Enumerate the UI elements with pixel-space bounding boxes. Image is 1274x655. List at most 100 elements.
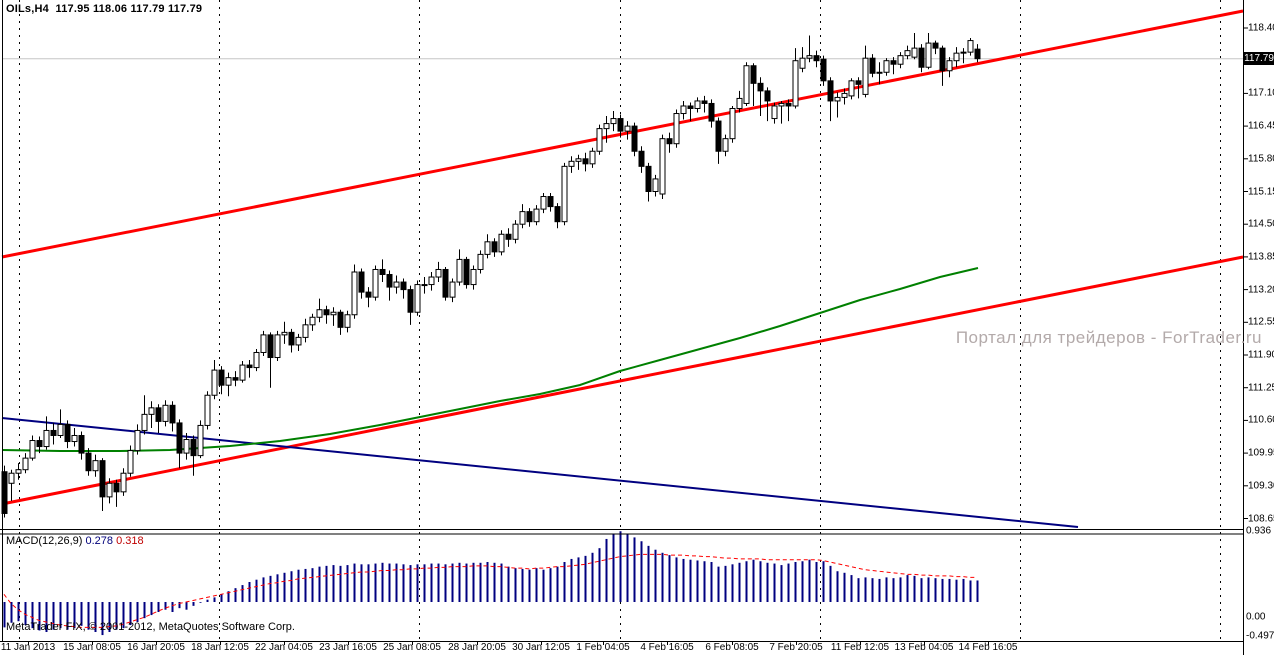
bull-candle-body xyxy=(330,311,337,316)
bull-candle-body xyxy=(127,450,134,474)
bull-candle-body xyxy=(729,107,736,140)
price-axis[interactable]: 118.40117.75117.10116.45115.80115.15114.… xyxy=(1244,0,1274,655)
time-label: 4 Feb 16:05 xyxy=(640,642,694,653)
bear-candle-body xyxy=(218,369,225,386)
bear-candle-body xyxy=(176,422,183,454)
macd-value-signal: 0.318 xyxy=(116,535,144,547)
bull-candle-body xyxy=(309,316,316,326)
bear-candle-body xyxy=(379,268,386,276)
time-label: 30 Jan 12:05 xyxy=(512,642,570,653)
bull-candle-body xyxy=(393,281,400,288)
bear-candle-body xyxy=(869,57,876,74)
bull-candle-body xyxy=(134,429,141,452)
time-label: 25 Jan 08:05 xyxy=(383,642,441,653)
time-axis[interactable]: 11 Jan 2013 15 Jan 08:05 16 Jan 20:05 18 Ja… xyxy=(0,642,1274,655)
bear-candle-body xyxy=(554,206,561,223)
upper-channel-trendline xyxy=(1,9,1244,259)
bear-candle-body xyxy=(750,65,757,84)
bull-candle-body xyxy=(141,413,148,431)
bear-candle-body xyxy=(813,55,820,62)
bear-candle-body xyxy=(666,138,673,145)
bull-candle-body xyxy=(162,404,169,422)
bear-candle-body xyxy=(764,90,771,102)
bull-candle-body xyxy=(946,60,953,72)
bear-candle-body xyxy=(820,58,827,82)
price-label: 109.30 xyxy=(1248,480,1274,492)
macd-indicator-label: MACD(12,26,9) 0.278 0.318 xyxy=(6,535,144,547)
bear-candle-body xyxy=(386,274,393,288)
bull-candle-body xyxy=(43,429,50,448)
bull-candle-body xyxy=(512,223,519,240)
bull-candle-body xyxy=(456,258,463,283)
bull-candle-body xyxy=(911,47,918,58)
bull-candle-body xyxy=(470,268,477,286)
time-label: 7 Feb 20:05 xyxy=(769,642,823,653)
price-label: 114.50 xyxy=(1248,218,1274,230)
time-label: 11 Feb 12:05 xyxy=(830,642,890,653)
bull-candle-body xyxy=(274,334,281,359)
macd-value-main: 0.278 xyxy=(85,535,114,547)
bull-candle-body xyxy=(197,424,204,457)
price-label: 111.90 xyxy=(1248,349,1274,361)
bear-candle-body xyxy=(491,241,498,253)
bear-candle-body xyxy=(645,165,652,193)
bear-candle-body xyxy=(757,82,764,92)
time-label: 28 Jan 20:05 xyxy=(448,642,506,653)
bull-candle-body xyxy=(876,71,883,74)
price-label: 115.15 xyxy=(1248,186,1274,197)
bear-candle-body xyxy=(463,258,470,286)
bull-candle-body xyxy=(204,394,211,426)
bull-candle-body xyxy=(29,440,36,459)
bear-candle-body xyxy=(50,429,57,436)
bull-candle-body xyxy=(211,369,218,396)
bull-candle-body xyxy=(92,460,99,472)
bull-candle-body xyxy=(680,105,687,115)
bull-candle-body xyxy=(225,377,232,386)
bear-candle-body xyxy=(85,452,92,472)
bull-candle-body xyxy=(260,334,267,353)
moving-average-line xyxy=(1,267,979,452)
bull-candle-body xyxy=(71,434,78,443)
bull-candle-body xyxy=(414,284,421,313)
bear-candle-body xyxy=(190,439,197,457)
bull-candle-body xyxy=(148,407,155,415)
bull-candle-body xyxy=(883,60,890,73)
bear-candle-body xyxy=(407,289,414,313)
price-label: 117.10 xyxy=(1248,87,1274,99)
price-label: 111.25 xyxy=(1248,382,1274,394)
bear-candle-body xyxy=(582,158,589,165)
bull-candle-body xyxy=(435,268,442,278)
bull-candle-body xyxy=(904,50,911,57)
bear-candle-body xyxy=(827,80,834,102)
bear-candle-body xyxy=(701,100,708,104)
macd-scale-label: 0.00 xyxy=(1246,611,1266,623)
bear-candle-body xyxy=(36,440,43,448)
time-label: 18 Jan 12:05 xyxy=(191,642,249,653)
bear-candle-body xyxy=(99,460,106,498)
bull-candle-body xyxy=(120,472,127,493)
bull-candle-body xyxy=(743,65,750,104)
bull-candle-body xyxy=(57,423,64,436)
time-label: 1 Feb 04:05 xyxy=(576,642,630,653)
bear-candle-body xyxy=(288,331,295,346)
bull-candle-body xyxy=(652,178,659,193)
bull-candle-body xyxy=(778,102,785,107)
bull-candle-body xyxy=(477,253,484,270)
bull-candle-body xyxy=(834,96,841,102)
price-label: 113.85 xyxy=(1248,251,1274,263)
bear-candle-body xyxy=(547,196,554,208)
bull-candle-body xyxy=(421,284,428,287)
bull-candle-body xyxy=(694,100,701,109)
bear-candle-body xyxy=(974,48,981,60)
bear-candle-body xyxy=(638,150,645,167)
price-label: 108.65 xyxy=(1248,513,1274,524)
bull-candle-body xyxy=(344,314,351,328)
bear-candle-body xyxy=(617,118,624,132)
bull-candle-body xyxy=(351,271,358,316)
lower-channel-trendline xyxy=(1,255,1244,506)
time-label: 15 Jan 08:05 xyxy=(63,642,121,653)
bull-candle-body xyxy=(673,113,680,145)
bear-candle-body xyxy=(246,364,253,369)
